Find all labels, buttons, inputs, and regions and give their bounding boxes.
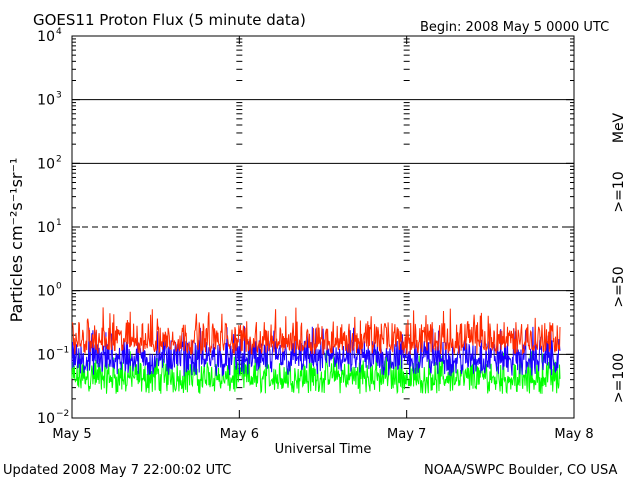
y-tick-label: 10 [37, 284, 55, 300]
y-axis-label: Particles cm⁻²s⁻¹sr⁻¹ [7, 158, 26, 323]
y-tick-label: 10 [37, 220, 55, 236]
x-axis-ticks: May 5 May 6 May 7 May 8 [52, 36, 594, 442]
y-axis-label-text: Particles cm⁻²s⁻¹sr⁻¹ [7, 158, 26, 323]
legend-ge100: >=100 [611, 353, 627, 403]
y-tick-label: 10 [37, 411, 55, 427]
y-tick-exponent: 4 [56, 27, 62, 37]
y-tick-exponent: 3 [56, 91, 62, 101]
y-tick-exponent: −2 [56, 409, 69, 419]
x-axis-label: Universal Time [275, 442, 372, 457]
legend-ge50: >=50 [611, 266, 627, 307]
legend-unit: MeV [611, 112, 627, 143]
legend-ge10: >=10 [611, 171, 627, 212]
y-tick-label: 10 [37, 29, 55, 45]
begin-date-label: Begin: 2008 May 5 0000 UTC [420, 20, 609, 35]
y-tick-exponent: −1 [56, 345, 69, 355]
series-line-ge10 [71, 307, 561, 355]
x-tick-label: May 5 [52, 427, 91, 442]
chart-title: GOES11 Proton Flux (5 minute data) [33, 11, 306, 29]
x-tick-label: May 6 [220, 427, 259, 442]
x-tick-label: May 8 [554, 427, 593, 442]
y-tick-label: 10 [37, 347, 55, 363]
x-tick-label: May 7 [387, 427, 426, 442]
y-tick-exponent: 0 [56, 282, 62, 292]
series-group [71, 307, 561, 395]
y-tick-exponent: 2 [56, 154, 62, 164]
y-tick-label: 10 [37, 93, 55, 109]
updated-timestamp: Updated 2008 May 7 22:00:02 UTC [3, 463, 231, 478]
source-credit: NOAA/SWPC Boulder, CO USA [424, 463, 617, 478]
y-tick-exponent: 1 [56, 218, 62, 228]
series-line-ge100 [71, 350, 561, 395]
y-tick-label: 10 [37, 156, 55, 172]
